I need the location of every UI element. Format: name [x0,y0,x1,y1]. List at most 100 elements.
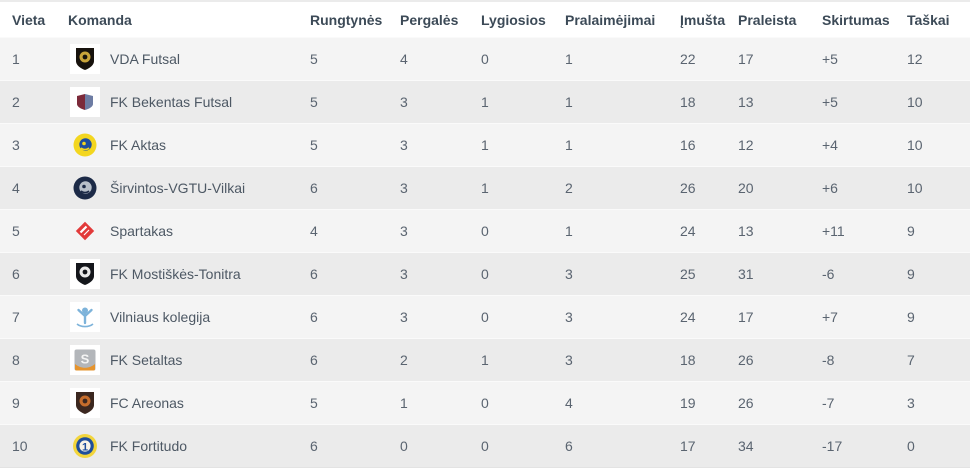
bekentas-crest-icon [70,87,100,117]
lygiosios-cell: 1 [481,137,489,153]
team-name: FK Fortitudo [110,438,188,454]
pergales-cell: 4 [400,51,408,67]
lygiosios-cell: 1 [481,180,489,196]
imusta-cell: 22 [680,51,696,67]
pergales-cell: 3 [400,137,408,153]
col-header-goals-against: Praleista [726,2,810,38]
taskai-cell: 10 [907,94,923,110]
pralaimejimai-cell: 3 [565,266,573,282]
svg-text:S: S [81,352,90,367]
lygiosios-cell: 0 [481,395,489,411]
team-cell: S FK Setaltas [68,345,298,375]
taskai-cell: 12 [907,51,923,67]
table-row: 3 FK Aktas 5 3 1 1 16 12 +4 10 [0,123,970,167]
imusta-cell: 26 [680,180,696,196]
rungtynes-cell: 5 [310,395,318,411]
lygiosios-cell: 1 [481,352,489,368]
team-name: VDA Futsal [110,51,181,67]
skirtumas-cell: -6 [822,266,835,282]
praleista-cell: 34 [738,438,754,454]
rungtynes-cell: 6 [310,438,318,454]
table-row: 8 S FK Setaltas 6 2 1 3 18 26 -8 7 [0,338,970,382]
fortitudo-crest-icon: 1 [70,431,100,461]
pergales-cell: 1 [400,395,408,411]
team-name: Širvintos-VGTU-Vilkai [110,180,246,196]
pralaimejimai-cell: 1 [565,223,573,239]
pergales-cell: 3 [400,180,408,196]
table-row: 7 Vilniaus kolegija 6 3 0 3 24 17 +7 9 [0,295,970,339]
pergales-cell: 3 [400,94,408,110]
col-header-goal-diff: Skirtumas [810,2,895,38]
imusta-cell: 18 [680,352,696,368]
rank-cell: 9 [12,395,20,411]
team-name: Vilniaus kolegija [110,309,211,325]
col-header-team: Komanda [56,2,298,38]
praleista-cell: 20 [738,180,754,196]
rank-cell: 8 [12,352,20,368]
taskai-cell: 9 [907,223,915,239]
rungtynes-cell: 6 [310,352,318,368]
imusta-cell: 19 [680,395,696,411]
imusta-cell: 16 [680,137,696,153]
col-header-matches: Rungtynės [298,2,388,38]
pralaimejimai-cell: 3 [565,309,573,325]
rank-cell: 4 [12,180,20,196]
praleista-cell: 13 [738,94,754,110]
imusta-cell: 17 [680,438,696,454]
rungtynes-cell: 6 [310,266,318,282]
skirtumas-cell: +6 [822,180,838,196]
imusta-cell: 25 [680,266,696,282]
taskai-cell: 3 [907,395,915,411]
taskai-cell: 7 [907,352,915,368]
pergales-cell: 0 [400,438,408,454]
svg-text:1: 1 [82,441,88,453]
pralaimejimai-cell: 3 [565,352,573,368]
rungtynes-cell: 5 [310,137,318,153]
skirtumas-cell: +4 [822,137,838,153]
rungtynes-cell: 5 [310,51,318,67]
pralaimejimai-cell: 1 [565,137,573,153]
pralaimejimai-cell: 2 [565,180,573,196]
col-header-losses: Pralaimėjimai [553,2,668,38]
praleista-cell: 17 [738,51,754,67]
pergales-cell: 2 [400,352,408,368]
table-row: 10 1 FK Fortitudo 6 0 0 6 17 34 -17 0 [0,424,970,467]
table-row: 1 VDA Futsal 5 4 0 1 22 17 +5 12 [0,37,970,81]
team-name: Spartakas [110,223,174,239]
imusta-cell: 24 [680,309,696,325]
table-row: 6 FK Mostiškės-Tonitra 6 3 0 3 25 31 -6 … [0,252,970,296]
col-header-points: Taškai [895,2,970,38]
praleista-cell: 12 [738,137,754,153]
imusta-cell: 24 [680,223,696,239]
pralaimejimai-cell: 1 [565,94,573,110]
praleista-cell: 31 [738,266,754,282]
team-cell: FK Mostiškės-Tonitra [68,259,298,289]
taskai-cell: 10 [907,137,923,153]
praleista-cell: 26 [738,395,754,411]
rungtynes-cell: 6 [310,309,318,325]
taskai-cell: 10 [907,180,923,196]
sirvintos-vilkai-crest-icon [70,173,100,203]
col-header-wins: Pergalės [388,2,469,38]
skirtumas-cell: +5 [822,94,838,110]
table-row: 9 FC Areonas 5 1 0 4 19 26 -7 3 [0,381,970,425]
rank-cell: 7 [12,309,20,325]
rank-cell: 3 [12,137,20,153]
areonas-crest-icon [70,388,100,418]
rungtynes-cell: 6 [310,180,318,196]
lygiosios-cell: 1 [481,94,489,110]
team-cell: 1 FK Fortitudo [68,431,298,461]
rank-cell: 1 [12,51,20,67]
team-cell: Vilniaus kolegija [68,302,298,332]
team-name: FK Aktas [110,137,167,153]
table-row: 2 FK Bekentas Futsal 5 3 1 1 18 13 +5 10 [0,80,970,124]
standings-body: 1 VDA Futsal 5 4 0 1 22 17 +5 12 2 FK Be… [0,37,970,467]
mostiskes-tonitra-crest-icon [70,259,100,289]
pergales-cell: 3 [400,223,408,239]
skirtumas-cell: +11 [822,223,845,239]
rank-cell: 10 [12,438,28,454]
team-cell: FK Bekentas Futsal [68,87,298,117]
pergales-cell: 3 [400,266,408,282]
rank-cell: 5 [12,223,20,239]
